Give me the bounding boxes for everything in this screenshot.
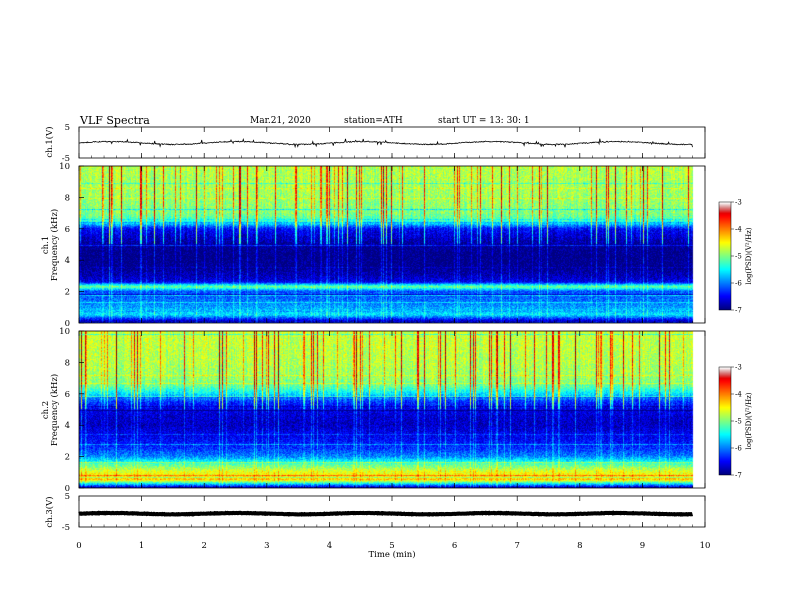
freq-tick-label: 4 — [65, 421, 70, 431]
ch1-waveform-trace — [78, 137, 693, 149]
ch1-ytick-bottom: -5 — [62, 154, 70, 164]
colorbar-tick-label: -6 — [735, 445, 742, 453]
ch1-ytick-top: 5 — [65, 123, 70, 133]
time-tick-label: 1 — [139, 541, 144, 551]
start-time-label: start UT = 13: 30: 1 — [438, 116, 530, 126]
station-label: station=ATH — [344, 116, 403, 126]
colorbar-tick-label: -6 — [735, 280, 742, 288]
time-tick-label: 8 — [577, 541, 582, 551]
colorbar-tick-label: -3 — [735, 364, 742, 372]
freq-tick-label: 10 — [59, 327, 70, 337]
freq-tick-label: 2 — [65, 288, 70, 298]
ch2-spectrogram-ylabel: Frequency (kHz) — [49, 374, 60, 446]
freq-tick-label: 2 — [65, 453, 70, 463]
freq-tick-label: 8 — [65, 358, 70, 368]
ch3-waveform-ylabel: ch.3(V) — [44, 496, 55, 527]
figure-title: VLF Spectra — [79, 114, 150, 127]
time-axis-ticks: 0 1 2 3 4 5 6 7 8 9 10 — [76, 127, 710, 551]
ch2-spectrogram-yticks: 10 8 6 4 2 0 — [59, 327, 84, 494]
freq-tick-label: 10 — [59, 162, 70, 172]
ch1-spectrogram-panel: 10 8 6 4 2 0 ch.1 Frequency (kHz) — [41, 162, 706, 329]
colorbar-tick-label: -7 — [735, 307, 742, 315]
colorbar-ch1-gradient — [719, 202, 731, 310]
freq-tick-label: 8 — [65, 193, 70, 203]
colorbar-tick-label: -4 — [735, 391, 742, 399]
colorbar-tick-label: -5 — [735, 253, 742, 261]
ch3-waveform-panel: 5 -5 ch.3(V) — [44, 492, 706, 533]
ch1-spectrogram-ylabel-channel: ch.1 — [41, 236, 51, 254]
freq-tick-label: 6 — [65, 390, 70, 400]
ch3-waveform-trace — [78, 510, 694, 517]
colorbar-tick-label: -4 — [735, 226, 742, 234]
time-axis-label: Time (min) — [368, 549, 415, 560]
time-tick-label: 7 — [514, 541, 519, 551]
time-tick-label: 2 — [201, 541, 206, 551]
freq-tick-label: 0 — [65, 484, 70, 494]
ch1-spectrogram-ylabel: Frequency (kHz) — [49, 209, 60, 281]
ch1-spectrogram-image — [79, 166, 705, 323]
freq-tick-label: 6 — [65, 225, 70, 235]
ch2-spectrogram-panel: 10 8 6 4 2 0 ch.2 Frequency (kHz) — [41, 327, 706, 494]
date-label: Mar.21, 2020 — [250, 116, 311, 126]
time-tick-label: 9 — [640, 541, 645, 551]
time-tick-label: 3 — [264, 541, 269, 551]
time-tick-label: 4 — [327, 541, 332, 551]
colorbar-ch2-ticks: -3 -4 -5 -6 -7 — [731, 364, 742, 480]
time-tick-label: 6 — [452, 541, 457, 551]
ch3-ytick-bottom: -5 — [62, 523, 70, 533]
ch1-waveform-line — [78, 137, 693, 149]
ch1-waveform-panel: 5 -5 ch.1(V) — [44, 123, 706, 164]
time-tick-label: 5 — [389, 541, 394, 551]
colorbar-tick-label: -7 — [735, 472, 742, 480]
ch2-spectrogram-ylabel-channel: ch.2 — [41, 401, 51, 419]
ch3-ytick-top: 5 — [65, 492, 70, 502]
ch3-waveform-line — [78, 510, 694, 517]
colorbar-ch2-label: log(PSD)(V²/Hz) — [745, 392, 753, 449]
time-tick-label: 0 — [76, 541, 81, 551]
freq-tick-label: 0 — [65, 319, 70, 329]
colorbar-ch2-gradient — [719, 367, 731, 475]
ch1-spectrogram-yticks: 10 8 6 4 2 0 — [59, 162, 84, 329]
colorbar-tick-label: -5 — [735, 418, 742, 426]
ch2-spectrogram-image — [79, 331, 705, 488]
colorbar-tick-label: -3 — [735, 199, 742, 207]
ch1-waveform-ylabel: ch.1(V) — [44, 126, 55, 157]
time-tick-label: 10 — [700, 541, 711, 551]
colorbar-ch1-ticks: -3 -4 -5 -6 -7 — [731, 199, 742, 315]
freq-tick-label: 4 — [65, 256, 70, 266]
colorbar-ch2: -3 -4 -5 -6 -7 log(PSD)(V²/Hz) — [718, 364, 753, 480]
colorbar-ch1: -3 -4 -5 -6 -7 log(PSD)(V²/Hz) — [718, 199, 753, 315]
colorbar-ch1-label: log(PSD)(V²/Hz) — [745, 227, 753, 284]
